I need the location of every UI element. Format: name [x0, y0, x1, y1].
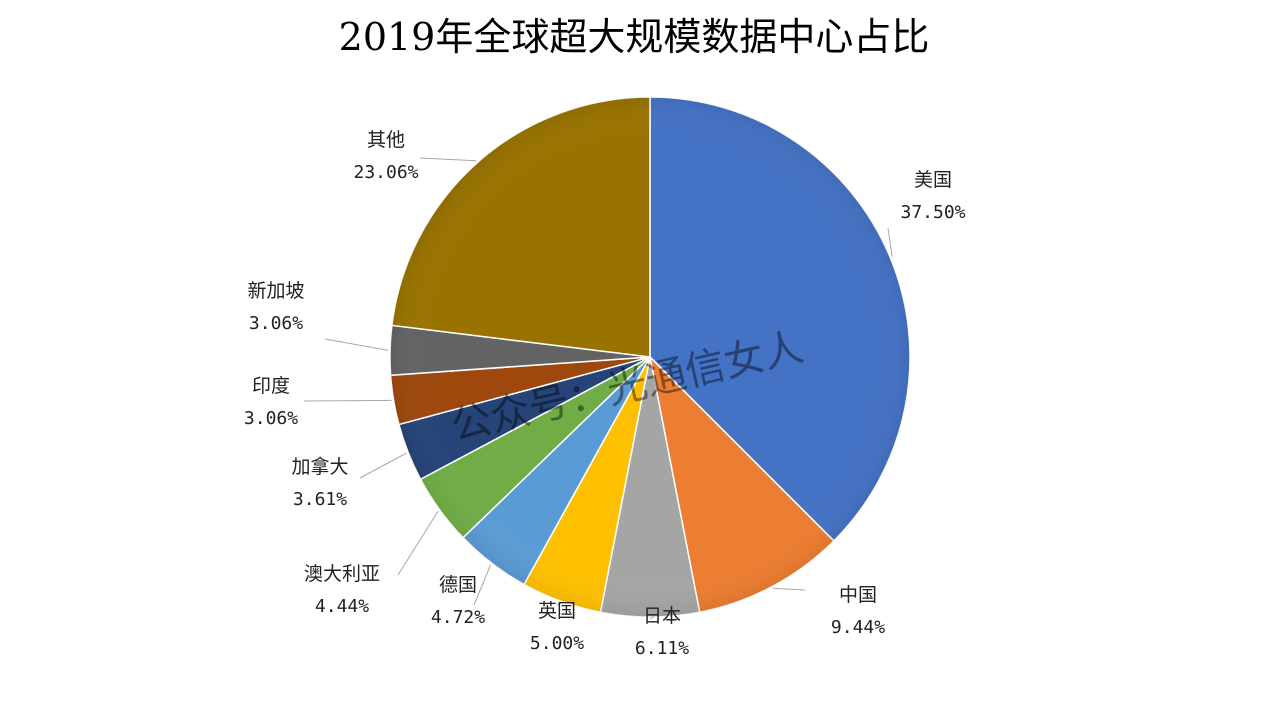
slice-category-label: 英国	[538, 600, 576, 622]
slice-value-label: 9.44%	[831, 617, 885, 638]
leader-line-7	[359, 452, 407, 479]
leader-line-9	[324, 338, 389, 351]
slice-category-label: 日本	[643, 605, 681, 627]
leader-line-8	[303, 399, 392, 402]
slice-value-label: 3.06%	[244, 408, 298, 429]
leader-line-2	[772, 587, 806, 591]
slice-labels: 美国 37.50% 中国 9.44% 日本 6.11% 英国 5.00% 德国 4.72% 澳大利亚…	[244, 129, 966, 659]
leader-line-1	[887, 227, 893, 257]
slice-value-label: 23.06%	[353, 162, 418, 183]
pie-slice-10	[391, 96, 651, 358]
slice-value-label: 3.61%	[293, 489, 347, 510]
chart-title: 2019年全球超大规模数据中心占比	[339, 15, 930, 59]
slice-category-label: 新加坡	[247, 280, 304, 302]
leader-lines	[303, 157, 893, 620]
leader-line-10	[419, 157, 477, 162]
leader-line-4	[556, 602, 561, 606]
slice-category-label: 其他	[367, 129, 405, 151]
leader-line-5	[473, 564, 492, 606]
leader-line-6	[397, 510, 439, 576]
slice-value-label: 5.00%	[530, 633, 584, 654]
slice-category-label: 印度	[252, 375, 290, 397]
slice-category-label: 美国	[914, 169, 952, 191]
leader-line-3	[649, 609, 663, 620]
slice-value-label: 4.72%	[431, 607, 485, 628]
slice-category-label: 中国	[839, 584, 877, 606]
slice-category-label: 德国	[439, 574, 477, 596]
slice-value-label: 3.06%	[249, 313, 303, 334]
slice-category-label: 澳大利亚	[304, 563, 380, 585]
slice-value-label: 6.11%	[635, 638, 689, 659]
slice-value-label: 4.44%	[315, 596, 369, 617]
slice-value-label: 37.50%	[900, 202, 965, 223]
slice-category-label: 加拿大	[291, 455, 348, 478]
pie-slices	[389, 96, 911, 618]
